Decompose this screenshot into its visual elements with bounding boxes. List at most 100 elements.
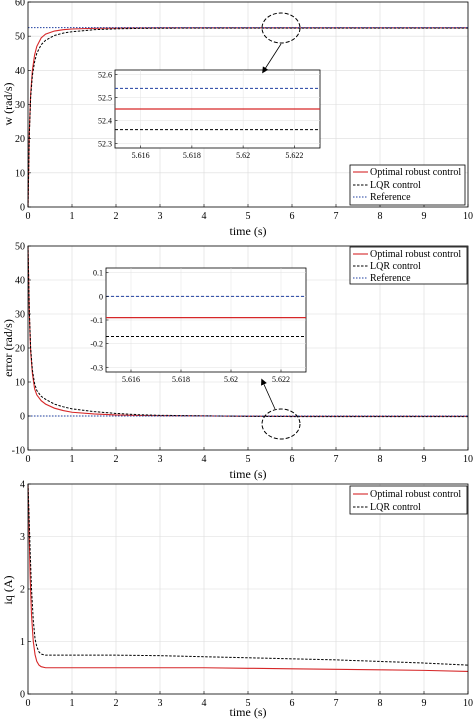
panel-3-legend: Optimal robust control LQR control: [349, 485, 468, 515]
y-tick-label: 50: [15, 32, 25, 43]
x-tick-label: 10: [463, 211, 473, 222]
y-tick-label: 2: [20, 585, 25, 596]
x-tick-label: 8: [378, 211, 383, 222]
x-tick-label: 2: [114, 698, 119, 709]
x-tick-label: 9: [422, 454, 427, 465]
panel-1-zoom-ellipse: [261, 12, 301, 44]
y-tick-label: 0: [20, 690, 25, 701]
panel-2-inset-y-ticks: -0.3 -0.2 -0.1 0 0.1: [90, 269, 109, 372]
series-line-optimal-robust-control: [27, 245, 468, 417]
panel-1-xlabel: time (s): [230, 224, 267, 238]
x-tick-label: 6: [290, 211, 295, 222]
panel-2-y-ticks: -10 0 10 20 30 40 50: [12, 242, 31, 457]
x-tick-label: 7: [334, 211, 339, 222]
panel-2-x-ticks: 0 1 2 3 4 5 6 7 8 9 10: [26, 447, 473, 465]
panel-2-inset: 5.616 5.618 5.62 5.622 -0.3 -0.2 -0.1 0 0.1: [90, 267, 307, 384]
panel-1-inset-y-ticks: 52.3 52.4 52.5 52.6: [98, 71, 118, 148]
x-tick-label: 7: [334, 698, 339, 709]
inset-x-tick-label: 5.622: [272, 375, 290, 384]
inset-y-tick-label: -0.3: [90, 363, 103, 372]
y-tick-label: 10: [15, 378, 25, 389]
x-tick-label: 4: [202, 454, 207, 465]
panel-1-legend: Optimal robust control LQR control Refer…: [349, 164, 466, 206]
x-tick-label: 3: [158, 698, 163, 709]
panel-1-legend-item-3: Reference: [370, 192, 411, 203]
inset-y-tick-label: 52.5: [98, 94, 112, 103]
x-tick-label: 0: [26, 454, 31, 465]
panel-2-inset-x-ticks: 5.616 5.618 5.62 5.622: [122, 369, 290, 384]
panel-1-legend-item-1: Optimal robust control: [370, 167, 461, 178]
inset-y-tick-label: -0.1: [90, 316, 103, 325]
x-tick-label: 1: [70, 698, 75, 709]
x-tick-label: 3: [158, 211, 163, 222]
y-tick-label: 20: [15, 344, 25, 355]
x-tick-label: 2: [114, 454, 119, 465]
panel-1-x-ticks: 0 1 2 3 4 5 6 7 8 9 10: [26, 204, 473, 222]
y-tick-label: 10: [15, 168, 25, 179]
x-tick-label: 1: [70, 454, 75, 465]
inset-x-tick-label: 5.616: [132, 151, 150, 160]
panel-2-legend-item-3: Reference: [370, 273, 411, 284]
x-tick-label: 2: [114, 211, 119, 222]
x-tick-label: 9: [422, 698, 427, 709]
panel-2-zoom-arrow: [261, 378, 276, 410]
inset-y-tick-label: -0.2: [90, 340, 103, 349]
series-line-optimal-robust-control: [27, 27, 468, 208]
y-tick-label: 40: [15, 276, 25, 287]
panel-2-legend: Optimal robust control LQR control Refer…: [349, 246, 468, 285]
x-tick-label: 7: [334, 454, 339, 465]
x-tick-label: 8: [378, 698, 383, 709]
x-tick-label: 0: [26, 211, 31, 222]
x-tick-label: 3: [158, 454, 163, 465]
inset-y-tick-label: 0: [99, 292, 103, 301]
y-tick-label: 50: [15, 242, 25, 253]
panel-1-legend-item-2: LQR control: [370, 180, 421, 191]
y-tick-label: 40: [15, 66, 25, 77]
panel-2-legend-item-1: Optimal robust control: [370, 249, 461, 260]
panel-3-y-ticks: 0 1 2 3 4: [20, 480, 31, 701]
y-tick-label: 0: [20, 203, 25, 214]
panel-3-legend-item-2: LQR control: [370, 502, 421, 513]
x-tick-label: 5: [246, 211, 251, 222]
x-tick-label: 10: [463, 698, 473, 709]
series-line-lqr-control: [27, 483, 469, 666]
inset-y-tick-label: 0.1: [93, 269, 103, 278]
inset-x-tick-label: 5.62: [224, 375, 238, 384]
inset-y-tick-label: 52.4: [98, 116, 112, 125]
x-tick-label: 0: [26, 698, 31, 709]
panel-current: 0 1 2 3 4 5 6 7 8 9 10 0 1 2 3 4 time (s) iq (A) Optim…: [1, 480, 473, 720]
y-tick-label: 0: [20, 412, 25, 423]
x-tick-label: 4: [202, 698, 207, 709]
x-tick-label: 5: [246, 698, 251, 709]
panel-1-ylabel: w (rad/s): [1, 83, 15, 126]
panel-3-xlabel: time (s): [230, 705, 267, 719]
y-tick-label: 3: [20, 532, 25, 543]
x-tick-label: 1: [70, 211, 75, 222]
panel-3-x-ticks: 0 1 2 3 4 5 6 7 8 9 10: [26, 691, 473, 709]
y-tick-label: 30: [15, 100, 25, 111]
panel-2-xlabel: time (s): [230, 467, 267, 481]
inset-x-tick-label: 5.618: [183, 151, 201, 160]
panel-1-y-ticks: 0 10 20 30 40 50 60: [15, 0, 31, 214]
series-line-lqr-control: [27, 27, 468, 208]
inset-y-tick-label: 52.6: [98, 71, 112, 80]
panel-2-zoom-ellipse: [261, 408, 301, 440]
y-tick-label: 4: [20, 480, 25, 491]
y-tick-label: 30: [15, 310, 25, 321]
inset-x-tick-label: 5.622: [285, 151, 303, 160]
series-line-lqr-control: [27, 245, 468, 418]
x-tick-label: 4: [202, 211, 207, 222]
x-tick-label: 9: [422, 211, 427, 222]
panel-1-series: [27, 27, 468, 208]
y-tick-label: 1: [20, 637, 25, 648]
panel-3-ylabel: iq (A): [1, 576, 15, 605]
inset-x-tick-label: 5.62: [236, 151, 250, 160]
panel-speed: 0 1 2 3 4 5 6 7 8 9 10 0 10 20 30 40 50 60 time (s) w (r…: [1, 0, 473, 238]
series-line-optimal-robust-control: [27, 483, 469, 672]
panel-3-legend-item-1: Optimal robust control: [370, 489, 461, 500]
panel-1-inset: 5.616 5.618 5.62 5.622 52.3 52.4 52.5 52.6: [98, 69, 321, 160]
panel-2-legend-item-2: LQR control: [370, 261, 421, 272]
x-tick-label: 8: [378, 454, 383, 465]
